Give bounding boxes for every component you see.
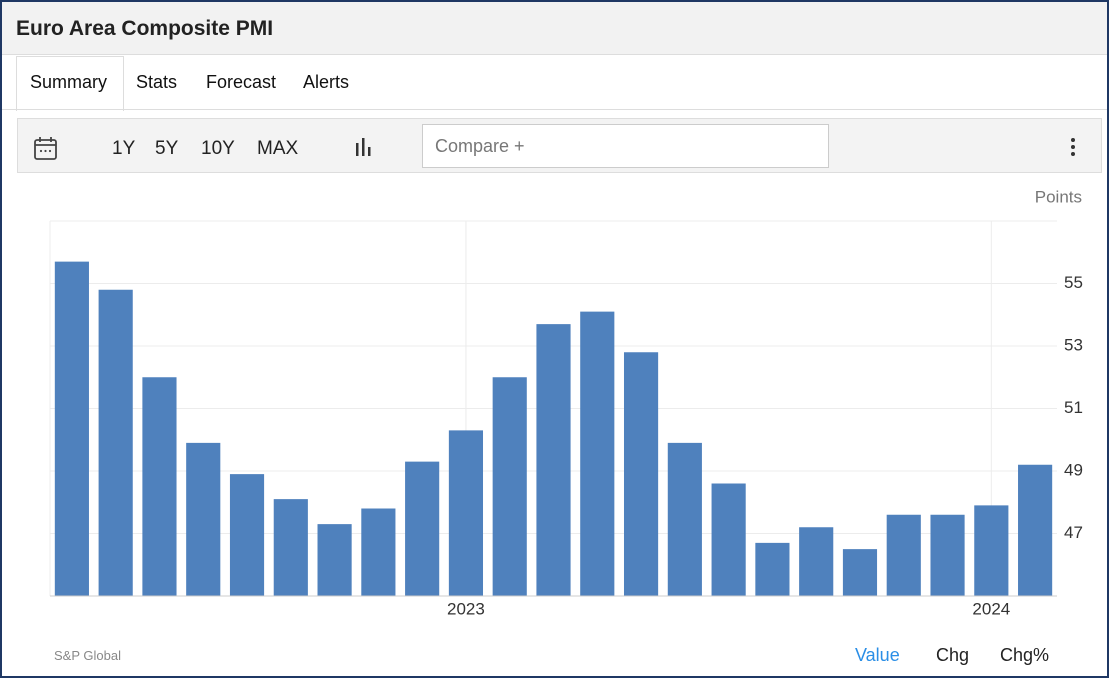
- bar: [930, 514, 965, 596]
- tab[interactable]: Stats: [136, 72, 178, 92]
- bar: [842, 549, 878, 596]
- bar: [229, 474, 265, 596]
- bar: [361, 508, 396, 596]
- active-tab-bg: [16, 56, 124, 111]
- range-button[interactable]: 5Y: [155, 138, 179, 159]
- source: S&P Global: [54, 648, 121, 663]
- bar: [1018, 464, 1053, 596]
- title-bar: [2, 2, 1107, 55]
- bar: [886, 514, 921, 596]
- y-tick-label: 49: [1064, 460, 1083, 479]
- bar: [536, 324, 571, 596]
- bar: [448, 430, 484, 596]
- bar: [98, 289, 133, 596]
- bar: [405, 461, 440, 596]
- chart-type-icon[interactable]: [354, 136, 376, 158]
- tab[interactable]: Forecast: [206, 72, 277, 92]
- tab-divider: [2, 109, 1107, 110]
- page-title: Euro Area Composite PMI: [16, 17, 274, 40]
- tab[interactable]: Summary: [30, 72, 108, 92]
- range-button[interactable]: 1Y: [112, 138, 136, 159]
- compare-input[interactable]: [422, 124, 829, 168]
- bar: [186, 442, 221, 596]
- compare-placeholder: Compare +: [435, 136, 525, 156]
- bar: [142, 377, 177, 596]
- bar: [755, 542, 790, 596]
- tab[interactable]: Alerts: [303, 72, 350, 92]
- y-tick-label: 47: [1064, 523, 1083, 542]
- range-button[interactable]: MAX: [257, 138, 299, 159]
- calendar-icon[interactable]: [33, 136, 59, 162]
- mode-button[interactable]: Chg: [936, 645, 970, 665]
- unit-label: Points: [1035, 187, 1082, 206]
- bar: [492, 377, 527, 596]
- bar: [667, 442, 702, 596]
- y-tick-label: 55: [1064, 273, 1083, 292]
- y-tick-label: 53: [1064, 335, 1083, 354]
- bar: [580, 311, 615, 596]
- menu-icon[interactable]: [1067, 136, 1079, 160]
- bar: [54, 261, 89, 596]
- mode-button[interactable]: Chg%: [1000, 645, 1050, 665]
- bar: [623, 352, 659, 596]
- bar: [974, 505, 1009, 596]
- bar: [273, 499, 308, 596]
- bar: [711, 483, 746, 596]
- bar: [799, 527, 834, 596]
- y-tick-label: 51: [1064, 398, 1083, 417]
- x-tick-label: 2024: [972, 599, 1010, 618]
- mode-button[interactable]: Value: [855, 645, 900, 665]
- bar: [317, 524, 352, 596]
- x-tick-label: 2023: [447, 599, 485, 618]
- range-button[interactable]: 10Y: [201, 138, 235, 159]
